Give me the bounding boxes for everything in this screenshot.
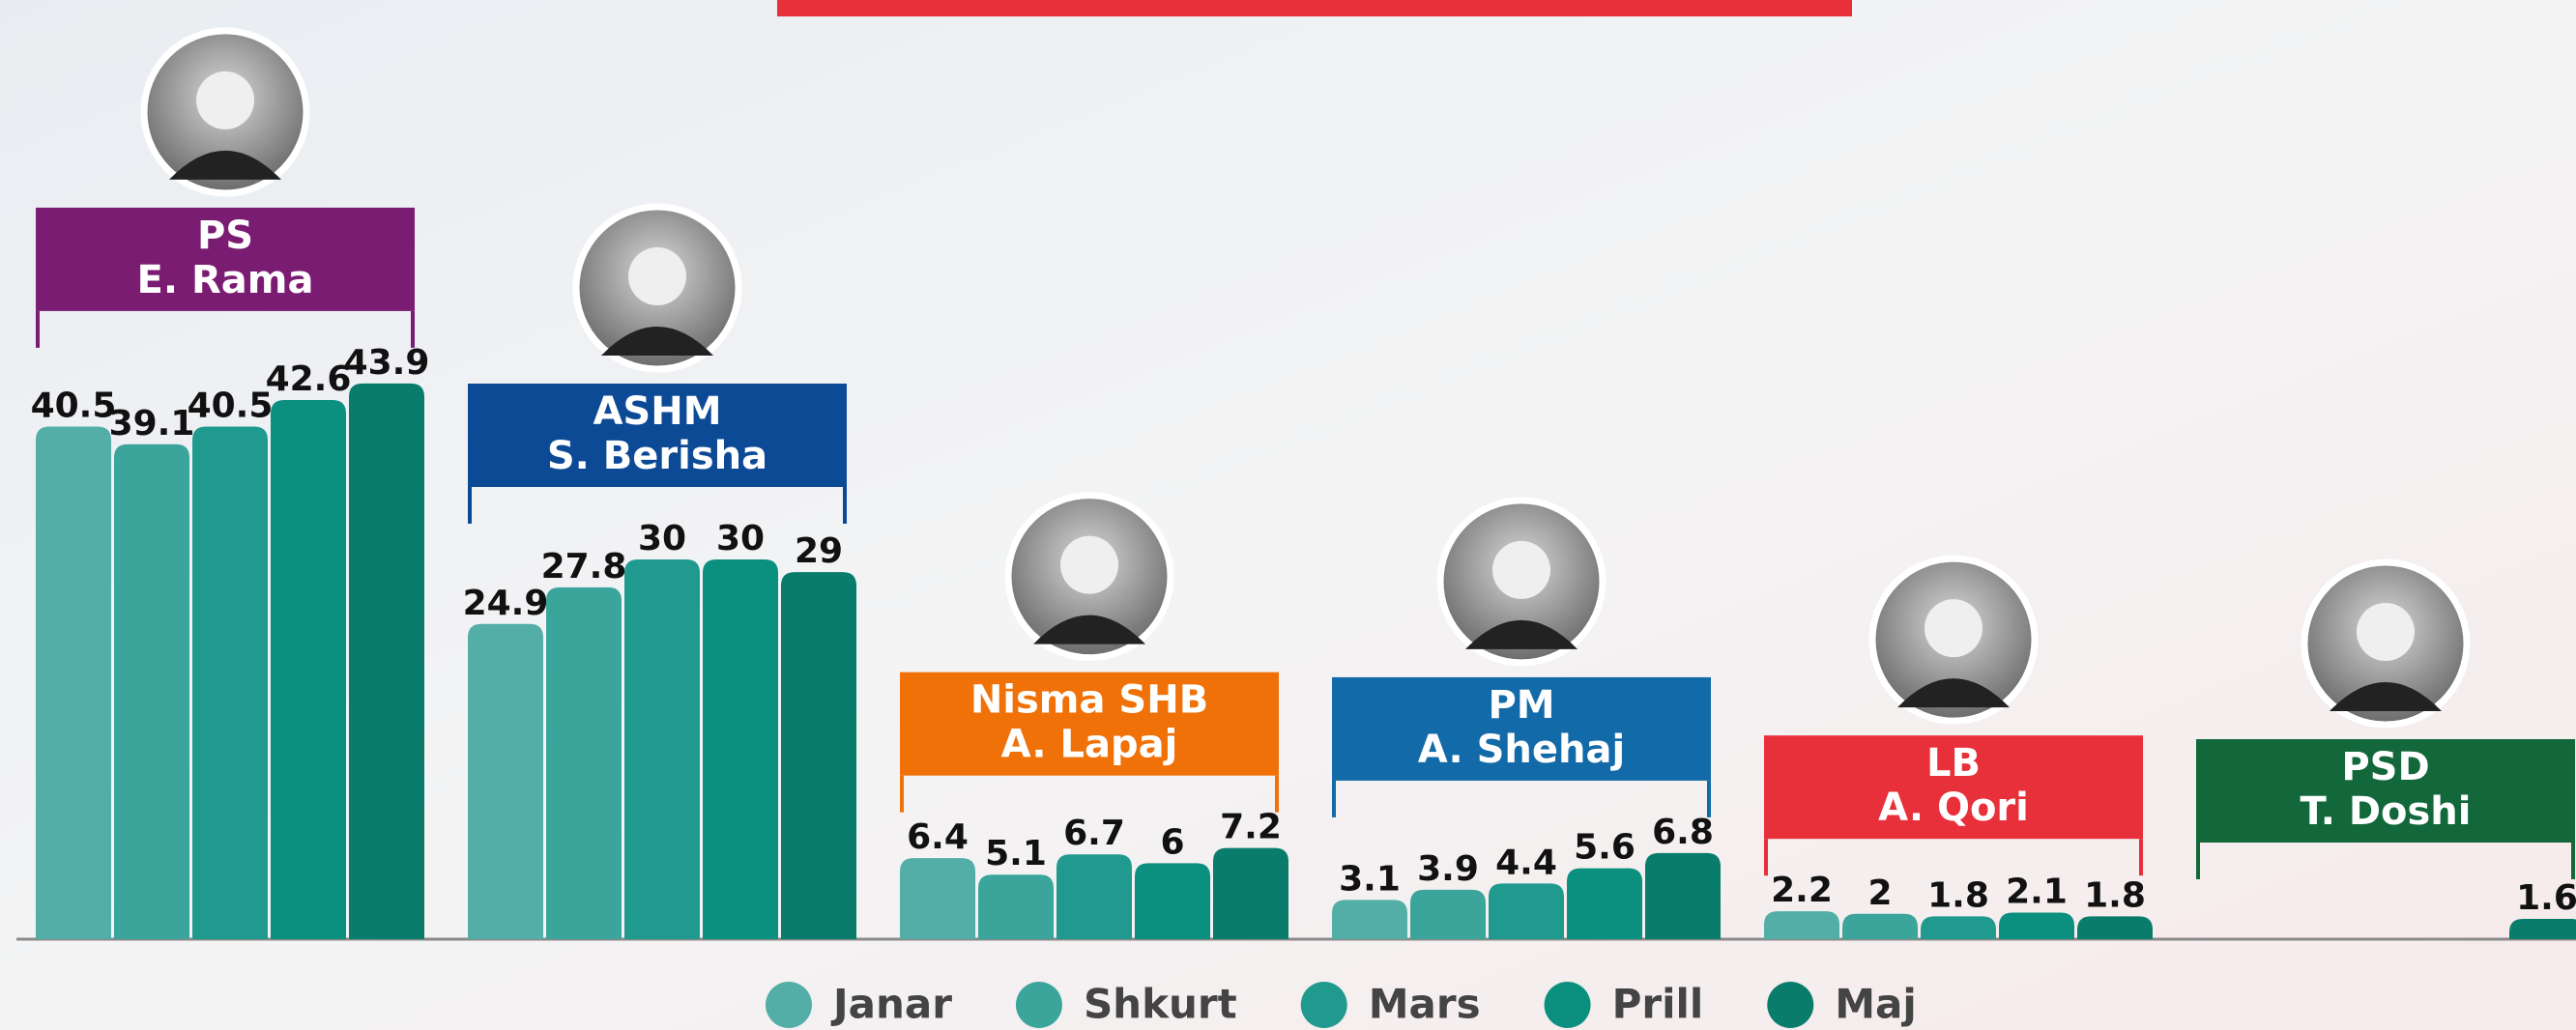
photo-head bbox=[196, 71, 254, 129]
legend-swatch bbox=[766, 982, 812, 1028]
value-label: 6.4 bbox=[907, 817, 969, 857]
photo-body bbox=[1465, 619, 1577, 649]
value-label: 6 bbox=[1160, 822, 1184, 862]
bar bbox=[900, 858, 975, 939]
party-box bbox=[468, 384, 847, 487]
party-box bbox=[2196, 739, 2575, 843]
bar bbox=[1489, 883, 1564, 939]
value-label: 3.9 bbox=[1417, 849, 1479, 889]
bar bbox=[781, 572, 856, 939]
bar bbox=[271, 399, 346, 939]
party-name: PSD bbox=[2341, 745, 2429, 789]
photo-head bbox=[628, 247, 686, 305]
legend-label: Prill bbox=[1612, 981, 1704, 1028]
photo-body bbox=[169, 150, 281, 180]
party-name: PM bbox=[1488, 683, 1554, 728]
legend-swatch bbox=[1544, 982, 1591, 1028]
leader-name: A. Lapaj bbox=[1001, 723, 1178, 767]
value-label: 6.7 bbox=[1063, 814, 1125, 853]
value-label: 43.9 bbox=[344, 343, 430, 383]
bar bbox=[1921, 916, 1996, 939]
photo-head bbox=[2357, 603, 2415, 661]
leader-name: E. Rama bbox=[137, 258, 314, 302]
party-name: Nisma SHB bbox=[970, 678, 1208, 723]
bar bbox=[114, 443, 189, 939]
value-label: 27.8 bbox=[541, 547, 627, 587]
value-label: 6.8 bbox=[1652, 813, 1714, 852]
party-name: ASHM bbox=[593, 389, 721, 434]
legend-label: Mars bbox=[1369, 981, 1481, 1028]
photo-body bbox=[2330, 682, 2442, 711]
leader-name: T. Doshi bbox=[2300, 789, 2471, 834]
bar bbox=[192, 426, 268, 939]
bar bbox=[1999, 912, 2074, 939]
value-label: 40.5 bbox=[31, 386, 117, 425]
value-label: 30 bbox=[716, 519, 765, 558]
value-label: 29 bbox=[795, 531, 843, 571]
value-label: 39.1 bbox=[109, 404, 195, 443]
bar bbox=[1213, 847, 1288, 939]
party-name: LB bbox=[1926, 741, 1981, 786]
legend-label: Janar bbox=[830, 981, 952, 1028]
legend-swatch bbox=[1015, 982, 1062, 1028]
bar bbox=[1135, 863, 1210, 939]
photo-head bbox=[1492, 540, 1550, 599]
bar bbox=[2077, 916, 2153, 939]
photo-head bbox=[1060, 535, 1118, 594]
value-label: 5.1 bbox=[985, 834, 1047, 873]
bar bbox=[1056, 854, 1132, 939]
photo-body bbox=[601, 327, 713, 356]
value-label: 2.2 bbox=[1771, 871, 1833, 910]
bar bbox=[1410, 889, 1486, 939]
party-box bbox=[1332, 676, 1711, 781]
value-label: 1.6 bbox=[2516, 878, 2576, 918]
bar bbox=[1332, 900, 1407, 939]
party-box bbox=[900, 672, 1279, 776]
photo-head bbox=[1925, 599, 1983, 658]
value-label: 40.5 bbox=[188, 386, 274, 425]
value-label: 1.8 bbox=[1927, 875, 1989, 915]
legend-swatch bbox=[1300, 982, 1347, 1028]
value-label: 24.9 bbox=[463, 584, 549, 623]
legend-label: Maj bbox=[1835, 981, 1917, 1028]
value-label: 7.2 bbox=[1220, 808, 1282, 847]
photo-body bbox=[1033, 615, 1145, 644]
party-box bbox=[36, 207, 415, 311]
bar bbox=[1764, 911, 1839, 939]
bar bbox=[546, 587, 622, 939]
bar bbox=[349, 383, 424, 939]
bar bbox=[2509, 919, 2576, 939]
value-label: 5.6 bbox=[1574, 828, 1635, 868]
leader-name: A. Shehaj bbox=[1418, 728, 1625, 772]
title-bar bbox=[777, 0, 1852, 16]
bar bbox=[1567, 868, 1642, 939]
bar bbox=[703, 559, 778, 939]
bar bbox=[1842, 913, 1918, 939]
party-box bbox=[1764, 735, 2143, 840]
bar bbox=[624, 559, 700, 939]
photo-body bbox=[1897, 678, 2010, 708]
leader-name: A. Qori bbox=[1878, 786, 2029, 830]
leader-name: S. Berisha bbox=[547, 434, 767, 478]
value-label: 3.1 bbox=[1339, 859, 1401, 899]
bar bbox=[1645, 852, 1721, 939]
value-label: 2.1 bbox=[2006, 872, 2068, 911]
value-label: 4.4 bbox=[1495, 843, 1557, 882]
legend-swatch bbox=[1767, 982, 1814, 1028]
bar bbox=[468, 623, 543, 939]
bar bbox=[36, 426, 111, 939]
legend-label: Shkurt bbox=[1084, 981, 1237, 1028]
bar bbox=[978, 874, 1054, 939]
value-label: 2 bbox=[1867, 873, 1892, 913]
party-name: PS bbox=[197, 214, 253, 258]
value-label: 30 bbox=[638, 519, 686, 558]
value-label: 42.6 bbox=[266, 359, 352, 399]
value-label: 1.8 bbox=[2084, 875, 2146, 915]
